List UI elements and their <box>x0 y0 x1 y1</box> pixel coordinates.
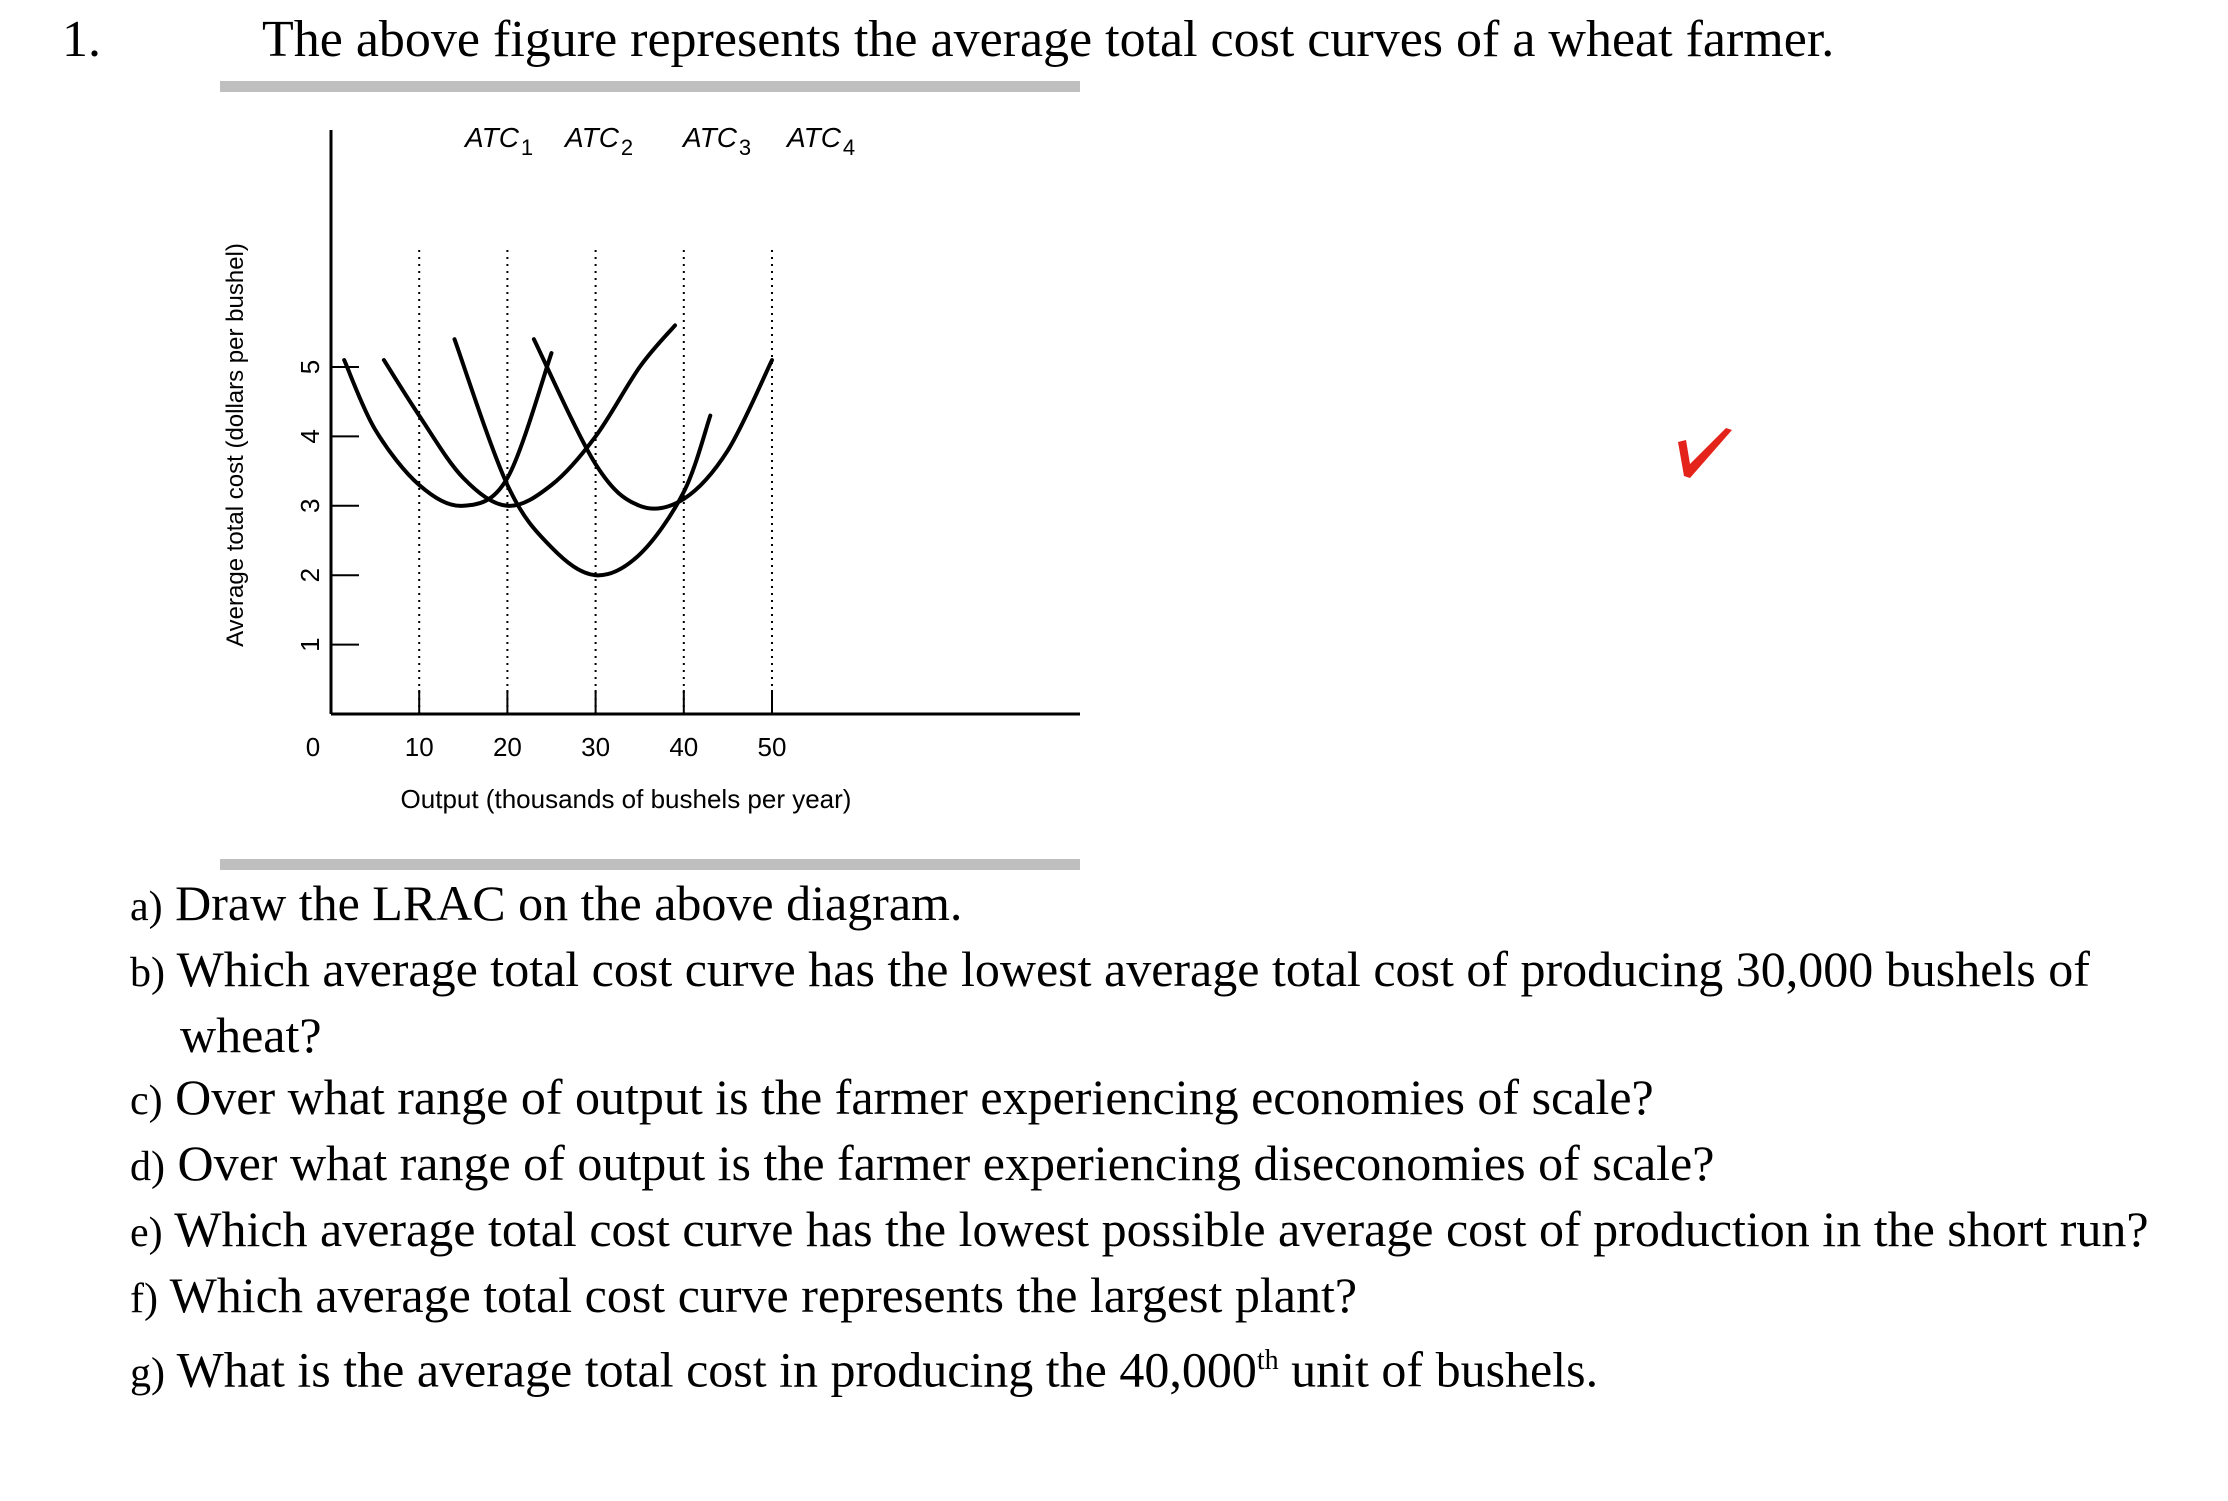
question-list: a) Draw the LRAC on the above diagram. b… <box>130 872 2190 1405</box>
chart-ticks: 0 10 20 30 40 50 1 2 3 4 5 <box>295 360 786 762</box>
atc-curve-2 <box>381 323 677 508</box>
question-text-end: unit of bushels. <box>1278 1341 1599 1398</box>
figure-top-rule <box>220 81 1080 92</box>
chart-grid <box>418 250 773 714</box>
atc-curve-3 <box>452 337 713 578</box>
atc-curve-1 <box>342 351 554 508</box>
x-tick-label: 50 <box>758 732 787 762</box>
x-tick-label: 10 <box>405 732 434 762</box>
question-intro: The above figure represents the average … <box>262 11 1835 68</box>
x-axis-title: Output (thousands of bushels per year) <box>401 784 852 814</box>
question-letter: d) <box>130 1144 165 1190</box>
question-text: Which average total cost curve has the l… <box>174 1201 2149 1257</box>
atc-curve-4 <box>531 337 774 511</box>
question-number: 1. <box>62 11 101 68</box>
ordinal-suffix: th <box>1256 1345 1279 1376</box>
y-axis-title: Average total cost (dollars per bushel) <box>222 243 249 647</box>
question-letter: e) <box>130 1210 163 1256</box>
y-tick-label: 4 <box>295 429 325 443</box>
y-tick-label: 3 <box>295 499 325 513</box>
x-tick-label: 0 <box>306 732 320 762</box>
question-text: Over what range of output is the farmer … <box>175 1069 1654 1125</box>
curve-label-atc2: ATC2 <box>563 122 633 160</box>
x-tick-label: 40 <box>669 732 698 762</box>
y-tick-label: 1 <box>295 637 325 651</box>
question-e: e) Which average total cost curve has th… <box>130 1198 2190 1264</box>
curve-label-atc1: ATC1 <box>463 122 533 160</box>
question-text: Which average total cost curve has the l… <box>176 941 2090 1063</box>
question-c: c) Over what range of output is the farm… <box>130 1066 2190 1132</box>
figure-bottom-rule <box>220 859 1080 870</box>
chart-curve-labels: ATC1 ATC2 ATC3 ATC4 <box>463 122 855 160</box>
atc-chart: 0 10 20 30 40 50 1 2 3 4 5 ATC1 ATC2 ATC3 ATC4 Averag… <box>222 122 1080 814</box>
question-text: What is the average total cost in produc… <box>176 1341 1257 1398</box>
chart-curves <box>342 323 774 578</box>
chart-axes <box>329 130 1080 716</box>
curve-label-atc3: ATC3 <box>681 122 751 160</box>
question-g: g) What is the average total cost in pro… <box>130 1330 2190 1405</box>
y-tick-label: 5 <box>295 360 325 374</box>
question-letter: a) <box>130 884 163 930</box>
question-text: Over what range of output is the farmer … <box>177 1135 1715 1191</box>
question-letter: f) <box>130 1276 158 1322</box>
question-letter: g) <box>130 1350 165 1397</box>
y-tick-label: 2 <box>295 568 325 582</box>
question-letter: c) <box>130 1078 163 1124</box>
question-d: d) Over what range of output is the farm… <box>130 1132 2190 1198</box>
curve-label-atc4: ATC4 <box>785 122 855 160</box>
question-letter: b) <box>130 950 165 996</box>
question-text: Draw the LRAC on the above diagram. <box>175 875 963 931</box>
question-a: a) Draw the LRAC on the above diagram. <box>130 872 2190 938</box>
x-tick-label: 20 <box>493 732 522 762</box>
question-b: b) Which average total cost curve has th… <box>130 938 2190 1066</box>
x-tick-label: 30 <box>581 732 610 762</box>
red-checkmark-icon <box>1678 428 1732 478</box>
question-text: Which average total cost curve represent… <box>169 1267 1358 1323</box>
question-f: f) Which average total cost curve repres… <box>130 1264 2190 1330</box>
